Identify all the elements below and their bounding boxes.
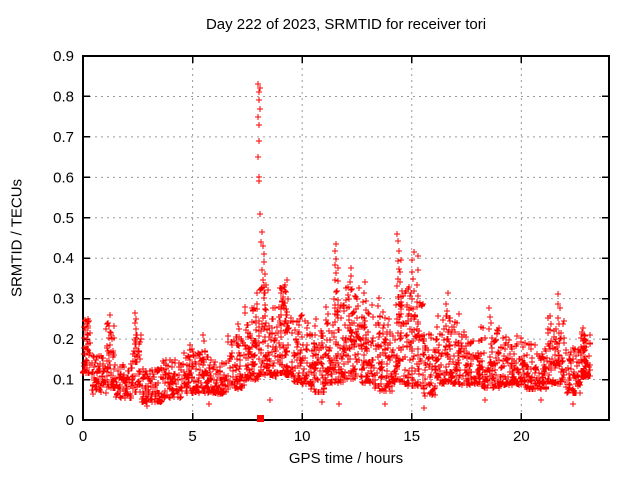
data-points [80,81,593,411]
x-tick-label: 20 [513,428,530,445]
y-tick-label: 0 [66,412,74,429]
y-tick-label: 0.5 [53,210,74,227]
x-tick-label: 0 [79,428,87,445]
tick-marks [82,55,609,421]
x-axis-label: GPS time / hours [288,450,404,467]
y-tick-label: 0.3 [53,291,74,308]
chart-title: Day 222 of 2023, SRMTID for receiver tor… [205,16,487,33]
tick-labels: 0 0.1 0.2 0.3 0.4 0.5 0.6 0.7 0.8 0.9 0 5 10 15 20 [53,48,530,445]
x-tick-label: 15 [403,428,420,445]
y-tick-label: 0.2 [53,331,74,348]
x-tick-label: 10 [294,428,311,445]
event-marker [257,415,264,422]
y-tick-label: 0.4 [53,250,74,267]
y-tick-label: 0.9 [53,48,74,65]
plot-border [82,55,610,421]
gridlines [83,56,609,420]
y-tick-label: 0.1 [53,372,74,389]
x-tick-label: 5 [188,428,196,445]
y-tick-label: 0.7 [53,129,74,146]
y-tick-label: 0.6 [53,169,74,186]
y-tick-label: 0.8 [53,88,74,105]
